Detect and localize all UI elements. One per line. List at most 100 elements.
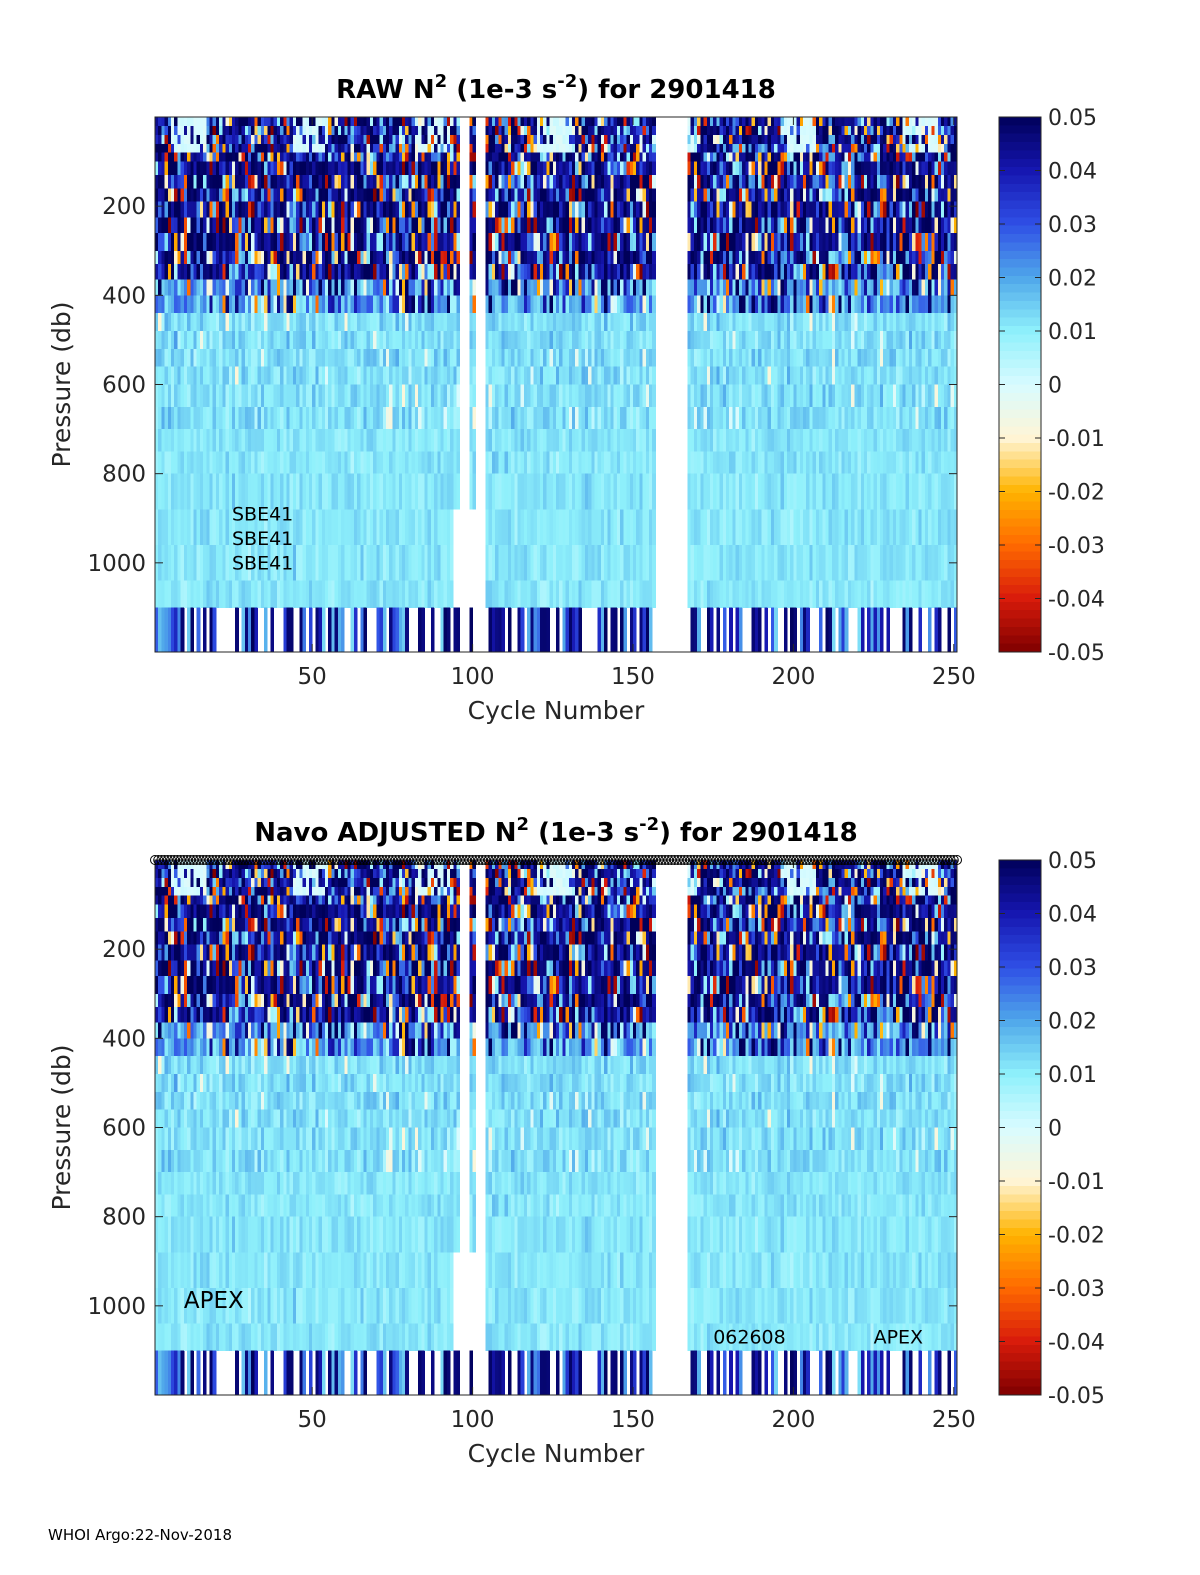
cycle-marker (701, 855, 712, 865)
cycle-marker (467, 855, 478, 865)
cycle-marker (563, 855, 574, 865)
cycle-marker (849, 855, 860, 865)
cycle-marker (948, 855, 959, 865)
cycle-marker (778, 855, 789, 865)
cycle-marker (329, 855, 340, 865)
cycle-marker (919, 855, 930, 865)
cycle-marker (313, 855, 324, 865)
colorbar-segment (999, 1227, 1041, 1237)
title-superscript: -2 (557, 71, 577, 92)
cycle-marker (457, 855, 468, 865)
cycle-marker (650, 855, 661, 865)
cycle-marker (291, 855, 302, 865)
cycle-marker (316, 855, 327, 865)
colorbar-segment (999, 1386, 1041, 1396)
cycle-marker (730, 855, 741, 865)
cycle-marker (499, 855, 510, 865)
title-text: (1e-3 s (447, 75, 557, 105)
colorbar-segment (999, 1319, 1041, 1329)
colorbar-segment (999, 926, 1041, 936)
colorbar-segment (999, 183, 1041, 193)
cycle-marker (942, 855, 953, 865)
colorbar-segment (999, 1194, 1041, 1204)
colorbar-segment (999, 1135, 1041, 1145)
cycle-marker (281, 855, 292, 865)
colorbar-tick-label: 0.02 (1048, 1010, 1097, 1035)
cycle-marker (496, 855, 507, 865)
cycle-marker (464, 855, 475, 865)
x-tick-label: 250 (932, 1407, 976, 1433)
cycle-marker (586, 855, 597, 865)
colorbar-segment (999, 1261, 1041, 1271)
cycle-marker (595, 855, 606, 865)
cycle-marker (868, 855, 879, 865)
cycle-marker (486, 855, 497, 865)
cycle-marker (817, 855, 828, 865)
colorbar-segment (999, 1160, 1041, 1170)
cycle-marker (798, 855, 809, 865)
cycle-marker (451, 855, 462, 865)
cycle-marker (579, 855, 590, 865)
cycle-marker (413, 855, 424, 865)
cycle-marker (249, 855, 260, 865)
cycle-marker (259, 855, 270, 865)
cycle-marker (287, 855, 298, 865)
colorbar-segment (999, 192, 1041, 202)
colorbar-segment (999, 434, 1041, 444)
y-tick-label: 600 (102, 1116, 146, 1142)
cycle-marker (759, 855, 770, 865)
colorbar-segment (999, 476, 1041, 486)
cycle-marker (913, 855, 924, 865)
cycle-marker (397, 855, 408, 865)
cycle-marker (804, 855, 815, 865)
cycle-marker (432, 855, 443, 865)
colorbar-segment (999, 1344, 1041, 1354)
cycle-marker (599, 855, 610, 865)
colorbar: 0.05 0.04 0.03 0.02 0.01 0 -0.01 -0.02 -0.03 -0.0… (998, 849, 1105, 1409)
heatmap-cells (155, 860, 958, 1395)
cycle-marker (576, 855, 587, 865)
title-superscript: 2 (435, 71, 448, 92)
cycle-marker (676, 855, 687, 865)
colorbar-segment (999, 1369, 1041, 1379)
colorbar-segment (999, 1303, 1041, 1312)
cycle-marker (522, 855, 533, 865)
colorbar-segment (999, 309, 1041, 319)
colorbar-tick-label: -0.02 (1048, 1224, 1105, 1249)
colorbar-segment (999, 359, 1041, 369)
colorbar-tick-label: 0 (1048, 1117, 1062, 1142)
heatmap-cells (155, 117, 958, 652)
colorbar-segment (999, 1219, 1041, 1229)
colorbar-segment (999, 568, 1041, 578)
colorbar-segment (999, 893, 1041, 903)
cycle-marker (887, 855, 898, 865)
cycle-marker (425, 855, 436, 865)
colorbar-segment (999, 943, 1041, 953)
colorbar-segment (999, 593, 1041, 603)
cycle-marker (884, 855, 895, 865)
cycle-marker (310, 855, 321, 865)
cycle-marker (740, 855, 751, 865)
cycle-marker (708, 855, 719, 865)
cycle-marker (172, 855, 183, 865)
colorbar-segment (999, 1378, 1041, 1388)
cycle-marker (233, 855, 244, 865)
colorbar-tick-label: 0 (1048, 374, 1062, 399)
cycle-marker (775, 855, 786, 865)
cycle-marker (326, 855, 337, 865)
cycle-marker (881, 855, 892, 865)
cycle-marker (672, 855, 683, 865)
cycle-marker (865, 855, 876, 865)
cycle-marker (502, 855, 513, 865)
colorbar-tick-label: -0.04 (1048, 1331, 1105, 1356)
colorbar-segment (999, 1110, 1041, 1120)
y-tick-label: 800 (102, 1205, 146, 1231)
colorbar-segment (999, 242, 1041, 252)
cycle-marker (814, 855, 825, 865)
cycle-marker (932, 855, 943, 865)
colorbar-segment (999, 1018, 1041, 1028)
colorbar-segment (999, 167, 1041, 177)
cycle-marker (178, 855, 189, 865)
cycle-marker (753, 855, 764, 865)
footer-credit: WHOI Argo:22-Nov-2018 (48, 1526, 232, 1544)
